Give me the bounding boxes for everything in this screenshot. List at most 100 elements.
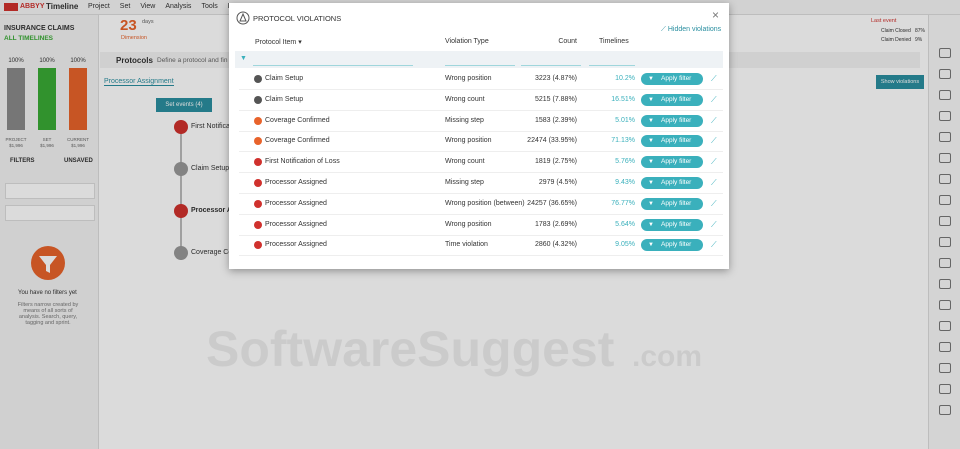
- stat-unit: days: [142, 19, 154, 25]
- process-node[interactable]: [174, 204, 188, 218]
- apply-filter-label[interactable]: Apply filter: [661, 241, 692, 249]
- menu-item[interactable]: Set: [119, 3, 131, 10]
- sidebar-icon[interactable]: [939, 174, 951, 184]
- apply-filter-button[interactable]: ▼ Apply filter: [641, 93, 703, 106]
- watermark-suffix: .com: [632, 340, 703, 373]
- hide-button[interactable]: ⟋: [711, 219, 717, 229]
- filter-glyph: ▼: [648, 200, 654, 207]
- process-node[interactable]: [174, 162, 188, 176]
- violation-type: Missing step: [445, 116, 484, 124]
- menu-item[interactable]: Analysis: [165, 3, 192, 10]
- sidebar-icon[interactable]: [939, 132, 951, 142]
- logo: [4, 3, 18, 11]
- search-box[interactable]: [5, 183, 95, 199]
- violation-type: Wrong position: [445, 220, 492, 228]
- sidebar-icon[interactable]: [939, 405, 951, 415]
- apply-filter-button[interactable]: ▼ Apply filter: [641, 197, 703, 210]
- apply-filter-label[interactable]: Apply filter: [661, 199, 692, 207]
- sidebar-icon[interactable]: [939, 279, 951, 289]
- item-icon: [254, 116, 262, 125]
- sidebar-icon[interactable]: [939, 111, 951, 121]
- apply-filter-button[interactable]: ▼ Apply filter: [641, 156, 703, 169]
- timelines-share: 5.76%: [615, 158, 635, 166]
- sidebar-icon[interactable]: [939, 90, 951, 100]
- apply-filter-button[interactable]: ▼ Apply filter: [641, 114, 703, 127]
- item-icon: [254, 158, 262, 167]
- apply-filter-label[interactable]: Apply filter: [661, 158, 692, 166]
- unsaved-label[interactable]: UNSAVED: [64, 158, 93, 164]
- table-row: Processor Assigned Wrong position 1783 (2.…: [239, 215, 723, 236]
- hide-button[interactable]: ⟋: [711, 94, 717, 104]
- column-header[interactable]: Timelines: [599, 38, 629, 45]
- sidebar-icon[interactable]: [939, 153, 951, 163]
- filter-glyph: ▼: [648, 221, 654, 228]
- column-header-text[interactable]: Protocol Item: [255, 39, 297, 46]
- sidebar-icon[interactable]: [939, 237, 951, 247]
- apply-filter-button[interactable]: ▼ Apply filter: [641, 177, 703, 189]
- menu-item[interactable]: View: [140, 3, 156, 10]
- apply-filter-label[interactable]: Apply filter: [661, 116, 692, 124]
- violation-count: 22474 (33.95%): [527, 137, 577, 145]
- filters-label[interactable]: FILTERS: [10, 158, 35, 164]
- hide-button[interactable]: ⟋: [711, 136, 717, 146]
- protocol-select[interactable]: Processor Assignment: [104, 78, 174, 86]
- filter-input[interactable]: [445, 65, 515, 66]
- apply-filter-label[interactable]: Apply filter: [661, 75, 692, 82]
- column-header[interactable]: Protocol Item ▾: [255, 39, 302, 46]
- hidden-violations-link[interactable]: ⟋ Hidden violations: [661, 26, 722, 33]
- close-button[interactable]: ×: [712, 8, 720, 22]
- filter-input[interactable]: [589, 65, 635, 66]
- last-event-name: Claim Closed: [881, 28, 911, 34]
- hide-button[interactable]: ⟋: [711, 157, 717, 167]
- set-events-button[interactable]: Set events (4): [156, 98, 212, 112]
- bar-percent: 100%: [8, 58, 24, 64]
- process-node[interactable]: [174, 120, 188, 134]
- filter-glyph: ▼: [648, 117, 654, 124]
- column-header[interactable]: Violation Type: [445, 38, 489, 45]
- menu-item[interactable]: Project: [88, 3, 110, 10]
- sidebar-icon[interactable]: [939, 342, 951, 352]
- filter-input[interactable]: [253, 65, 413, 66]
- item-icon: [254, 241, 262, 250]
- apply-filter-label[interactable]: Apply filter: [661, 220, 692, 228]
- hide-button[interactable]: ⟋: [711, 178, 717, 187]
- timeline-line: [180, 120, 182, 260]
- sidebar-icon[interactable]: [939, 300, 951, 310]
- sidebar-icon[interactable]: [939, 69, 951, 79]
- bar-value: $1,996: [40, 143, 54, 148]
- hide-button[interactable]: ⟋: [711, 198, 717, 208]
- process-node[interactable]: [174, 246, 188, 260]
- menu-item[interactable]: Tools: [201, 3, 218, 10]
- show-violations-button[interactable]: Show violations: [876, 75, 924, 89]
- table-row: Processor Assigned Time violation 2860 (4.…: [239, 235, 723, 257]
- sidebar-icon[interactable]: [939, 216, 951, 226]
- apply-filter-button[interactable]: ▼ Apply filter: [641, 73, 703, 85]
- timelines-share: 5.01%: [615, 116, 635, 124]
- query-box[interactable]: [5, 205, 95, 221]
- violation-count: 1819 (2.75%): [534, 158, 577, 166]
- hide-button[interactable]: ⟋: [711, 240, 717, 250]
- sidebar-icon[interactable]: [939, 384, 951, 394]
- sidebar-icon[interactable]: [939, 48, 951, 58]
- apply-filter-label[interactable]: Apply filter: [661, 95, 692, 103]
- filter-icon[interactable]: ▼: [240, 55, 247, 62]
- hide-button[interactable]: ⟋: [711, 74, 717, 83]
- apply-filter-button[interactable]: ▼ Apply filter: [641, 239, 703, 252]
- protocol-item: First Notification of Loss: [265, 158, 340, 166]
- hidden-violations-text[interactable]: Hidden violations: [667, 26, 722, 33]
- filter-input[interactable]: [521, 65, 581, 66]
- right-sidebar: [928, 15, 960, 449]
- violation-count: 2860 (4.32%): [534, 241, 577, 249]
- apply-filter-button[interactable]: ▼ Apply filter: [641, 218, 703, 231]
- sidebar-icon[interactable]: [939, 195, 951, 205]
- apply-filter-label[interactable]: Apply filter: [661, 179, 692, 186]
- sidebar-icon[interactable]: [939, 321, 951, 331]
- last-event-name: Claim Denied: [881, 37, 912, 43]
- column-header[interactable]: Count: [558, 38, 577, 45]
- sidebar-icon[interactable]: [939, 258, 951, 268]
- filter-glyph: ▼: [648, 159, 654, 166]
- apply-filter-label[interactable]: Apply filter: [661, 137, 692, 145]
- apply-filter-button[interactable]: ▼ Apply filter: [641, 135, 703, 148]
- hide-button[interactable]: ⟋: [711, 115, 717, 125]
- sidebar-icon[interactable]: [939, 363, 951, 373]
